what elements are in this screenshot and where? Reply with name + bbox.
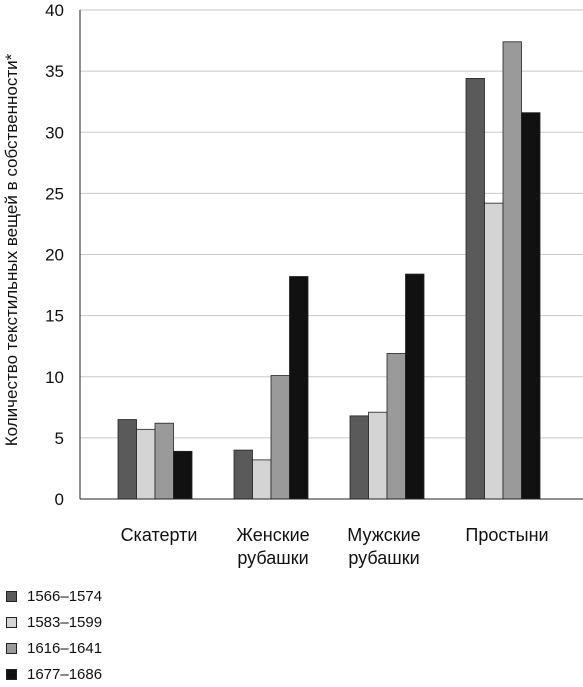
legend-item: 1616–1641 [6, 635, 102, 661]
y-tick-label: 15 [45, 307, 64, 326]
legend-item: 1677–1686 [6, 661, 102, 687]
bar [386, 353, 406, 500]
legend-label: 1566–1574 [27, 587, 103, 605]
category-label: Мужские [347, 525, 420, 545]
y-tick-label: 5 [55, 429, 64, 448]
legend-label: 1677–1686 [27, 665, 103, 683]
bar [117, 419, 137, 500]
bar [349, 415, 369, 500]
axes [79, 10, 583, 500]
category-label: Скатерти [121, 525, 198, 545]
category-label: Женские [236, 525, 309, 545]
y-axis-label: Количество текстильных вещей в собственн… [2, 53, 21, 446]
bar [484, 202, 504, 500]
legend-swatch [6, 642, 17, 654]
legend-label: 1616–1641 [27, 639, 103, 657]
bar [252, 459, 272, 500]
y-tick-label: 25 [45, 184, 64, 203]
bar [270, 375, 290, 500]
bar [405, 273, 425, 500]
y-tick-label: 20 [45, 246, 64, 265]
bar [502, 41, 522, 500]
bar [368, 411, 388, 500]
bar [136, 428, 156, 500]
y-tick-labels: 0 5 10 15 20 25 30 35 40 [45, 1, 64, 509]
legend-swatch [6, 616, 17, 628]
legend-item: 1583–1599 [6, 609, 102, 635]
category-label: рубашки [348, 548, 419, 568]
bar [233, 449, 253, 500]
bars [117, 41, 541, 500]
bar [289, 276, 309, 500]
legend-swatch [6, 668, 17, 680]
category-labels: Скатерти Женские рубашки Мужские рубашки Прос… [121, 525, 549, 568]
y-tick-label: 0 [55, 490, 64, 509]
category-label: Простыни [465, 525, 548, 545]
bar-chart: 0 5 10 15 20 25 30 35 40 Скатерти Женские рубашки М… [2, 1, 583, 568]
legend-swatch [6, 590, 17, 602]
y-tick-label: 35 [45, 62, 64, 81]
legend-item: 1566–1574 [6, 583, 102, 609]
legend-label: 1583–1599 [27, 613, 103, 631]
bar [154, 422, 174, 500]
gridlines [80, 9, 583, 439]
y-tick-label: 10 [45, 368, 64, 387]
y-tick-label: 30 [45, 123, 64, 142]
bar [521, 112, 541, 500]
category-label: рубашки [237, 548, 308, 568]
bar [465, 78, 485, 500]
y-tick-label: 40 [45, 1, 64, 20]
legend: 1566–1574 1583–1599 1616–1641 1677–1686 [6, 583, 102, 687]
bar [173, 450, 193, 500]
